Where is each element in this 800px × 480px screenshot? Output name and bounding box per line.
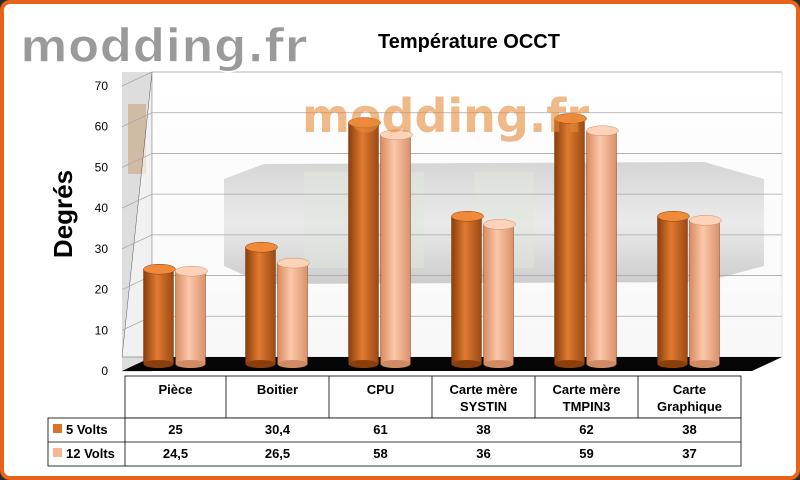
- bar-cap: [483, 219, 516, 230]
- bar-5v: [245, 247, 276, 365]
- legend-swatch: [53, 424, 62, 433]
- bar-base: [348, 360, 379, 368]
- table-value: 38: [682, 422, 696, 437]
- table-value: 58: [373, 446, 387, 461]
- y-tick-label: 70: [95, 79, 109, 93]
- chart-title: Température OCCT: [378, 31, 560, 53]
- bar-5v: [554, 118, 585, 365]
- legend-label: 5 Volts: [66, 422, 108, 437]
- watermark-center: modding.fr: [302, 89, 589, 143]
- x-category-label: Pièce: [159, 382, 193, 397]
- table-value: 61: [373, 422, 387, 437]
- bar-cap: [586, 125, 619, 137]
- bar-5v: [348, 122, 379, 365]
- y-tick-label: 60: [95, 120, 109, 134]
- bar-base: [245, 360, 276, 368]
- bar-cap: [451, 211, 484, 222]
- gridline-side: [121, 234, 153, 250]
- chart: 0 10 20 30 40 50 60 70 modding.fr modding.fr Te…: [19, 18, 783, 467]
- table-value: 25: [168, 422, 182, 437]
- y-tick-label: 40: [95, 201, 109, 215]
- bar-12v: [586, 130, 617, 365]
- gridline-side: [121, 193, 153, 209]
- y-axis-label: Degrés: [48, 170, 78, 258]
- bar-5v: [451, 216, 482, 365]
- gridline-side: [121, 71, 153, 87]
- bar-12v: [689, 220, 720, 365]
- legend-label: 12 Volts: [66, 446, 115, 461]
- bar-base: [175, 360, 206, 368]
- bar-cap: [175, 266, 208, 277]
- x-category-label: SYSTIN: [460, 399, 507, 414]
- y-tick-label: 0: [101, 364, 108, 378]
- table-value: 38: [476, 422, 490, 437]
- bar-base: [586, 360, 617, 368]
- x-category-label: Carte mère: [553, 382, 621, 397]
- bar-base: [277, 360, 308, 368]
- table-value: 24,5: [163, 446, 188, 461]
- bar-cap: [245, 241, 278, 253]
- bar-cap: [143, 263, 176, 275]
- watermark-top-left: modding.fr: [20, 19, 307, 73]
- bars: [143, 113, 722, 368]
- bar-base: [689, 360, 720, 368]
- table-value: 59: [579, 446, 593, 461]
- table-header-box: [124, 375, 742, 419]
- bar-12v: [380, 134, 411, 365]
- x-category-label: TMPIN3: [563, 399, 611, 414]
- table-value: 36: [476, 446, 490, 461]
- bar-5v: [657, 216, 688, 365]
- bar-cap: [348, 117, 381, 128]
- gridline-side: [121, 153, 153, 168]
- y-tick-label: 50: [95, 160, 109, 174]
- bar-12v: [175, 271, 206, 365]
- y-tick-label: 10: [95, 323, 109, 337]
- bar-cap: [380, 129, 413, 141]
- bar-base: [380, 360, 411, 368]
- y-tick-label: 20: [95, 283, 109, 297]
- table-value: 30,4: [265, 422, 291, 437]
- bar-base: [554, 360, 585, 368]
- bar-5v: [143, 269, 174, 365]
- bar-cap: [657, 211, 690, 222]
- y-tick-label: 30: [95, 242, 109, 256]
- bar-base: [451, 360, 482, 368]
- bar-12v: [277, 262, 308, 365]
- legend-swatch: [53, 448, 62, 457]
- bar-cap: [689, 215, 722, 226]
- y-axis-ticks: 0 10 20 30 40 50 60 70: [95, 79, 109, 378]
- bar-cap: [277, 257, 310, 269]
- bar-base: [483, 360, 514, 368]
- table-value: 26,5: [265, 446, 290, 461]
- gridline-side: [121, 112, 153, 128]
- table-value: 62: [579, 422, 593, 437]
- bar-base: [143, 360, 174, 368]
- x-category-label: Carte: [673, 382, 706, 397]
- x-category-label: Graphique: [657, 399, 722, 414]
- x-category-label: Boitier: [257, 382, 298, 397]
- bar-12v: [483, 224, 514, 365]
- x-category-label: CPU: [367, 382, 394, 397]
- x-category-label: Carte mère: [450, 382, 518, 397]
- bar-cap: [554, 113, 587, 124]
- data-table: Pièce Boitier CPU Carte mère SYSTIN Carte mèr…: [47, 375, 742, 467]
- table-value: 37: [682, 446, 696, 461]
- bar-base: [657, 360, 688, 368]
